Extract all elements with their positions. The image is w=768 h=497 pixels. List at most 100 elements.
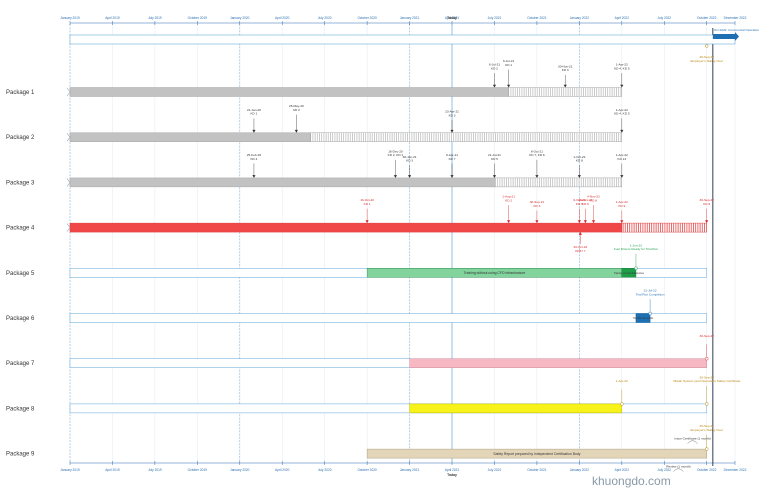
tick-label-top: January 2022 — [570, 16, 590, 20]
tick-label-bottom: April 2021 — [445, 468, 460, 472]
milestone-label: KD 7, KD 6 — [529, 153, 545, 157]
milestone-arrow — [393, 175, 398, 178]
package-label: Package 9 — [6, 452, 35, 458]
milestone-label: KD 8 — [576, 159, 583, 163]
milestone-label: 1-Apr-22 — [616, 63, 628, 67]
tick-label-top: December 2022 — [724, 16, 747, 20]
tick-label-bottom: July 2020 — [318, 468, 332, 472]
milestone-label: 1-Apr-22 — [616, 108, 628, 112]
milestone-arrow — [620, 175, 624, 178]
milestone-label: 19-Oct-22 — [578, 198, 592, 202]
tick-label-bottom: July 2022 — [657, 468, 671, 472]
milestone-dot — [634, 266, 638, 271]
tick-label-top: April 2021 — [445, 16, 460, 20]
milestone-label: KD 3 — [449, 113, 456, 117]
milestone-arrow — [535, 175, 539, 178]
milestone-arrow-below — [578, 232, 582, 235]
milestone-arrow — [492, 175, 497, 178]
milestone-arrow — [563, 84, 567, 88]
today-label-bottom: Today — [447, 473, 457, 477]
milestone-arrow — [294, 129, 298, 133]
bars-layer — [69, 32, 739, 459]
milestone-label: 30-Sep-21 — [530, 200, 545, 204]
milestone-dot — [620, 402, 624, 406]
milestone-label: 6-Jul-21 — [503, 59, 514, 63]
package-label: Package 7 — [6, 361, 35, 367]
milestone-label: KD 2, KD 1 — [388, 153, 404, 157]
milestone-arrow — [620, 220, 624, 224]
milestone-arrow — [535, 220, 539, 224]
tick-label-bottom: December 2022 — [724, 468, 747, 472]
task-bar — [409, 358, 707, 368]
task-bar — [310, 132, 623, 142]
milestone-label: 21-Jul-21 — [488, 153, 501, 157]
tick-label-bottom: October 2022 — [697, 468, 717, 472]
note-dot — [705, 44, 709, 48]
tick-label-bottom: April 2019 — [105, 468, 120, 472]
tick-label-top: October 2021 — [527, 16, 547, 20]
extra-note-label: Issue Certificate (1 month) — [674, 437, 710, 441]
milestone-label: 30-Nov-21 — [558, 64, 573, 68]
milestone-label: KD 3 — [533, 204, 540, 208]
task-bar-label: Training on new infrastructure — [614, 272, 645, 275]
milestone-label: KD 4 — [250, 157, 257, 161]
tick-label-top: October 2020 — [357, 16, 377, 20]
milestone-arrow — [252, 175, 256, 178]
milestone-label: 1-Apr-22 — [616, 200, 628, 204]
tick-label-bottom: April 2022 — [615, 468, 630, 472]
milestone-arrow — [620, 129, 624, 133]
row-chevron — [66, 133, 71, 142]
milestone-arrow — [252, 129, 256, 133]
milestone-label: 30-Sep-22 — [699, 424, 714, 428]
tick-label-bottom: January 2022 — [570, 468, 590, 472]
tick-label-top: April 2020 — [275, 16, 290, 20]
tick-label-bottom: October 2020 — [357, 468, 377, 472]
tick-label-top: April 2022 — [615, 16, 630, 20]
row-chevron — [66, 178, 71, 187]
tick-label-top: July 2020 — [318, 16, 332, 20]
tick-label-bottom: October 2021 — [527, 468, 547, 472]
milestone-label: 30-Jan-21 — [403, 155, 417, 159]
package-label: Package 4 — [6, 226, 35, 232]
milestone-label: 1-Jun-22 — [630, 243, 642, 247]
labels-layer: January 2019 January 2019 April 2019 April … — [6, 16, 759, 477]
milestone-arrow — [407, 175, 412, 178]
milestone-label: KD 9 — [703, 202, 710, 206]
milestone-label: 6-Jul-21 — [489, 63, 500, 67]
task-bar — [621, 222, 707, 233]
row-chevron — [66, 87, 71, 97]
milestone-label: 9-Apr-21 — [446, 153, 458, 157]
summary-bar — [69, 34, 736, 45]
package-label: Package 1 — [6, 90, 35, 96]
milestone-arrow — [577, 175, 581, 178]
milestone-label-below: 20-Oct-22 — [573, 245, 587, 249]
milestone-label: Obtain System (and Operation) Safety Cer… — [673, 379, 741, 383]
extra-note-label: Employer's Taking Over — [690, 59, 723, 63]
row-chevron — [66, 223, 71, 232]
grid-layer — [69, 21, 736, 466]
task-bar — [69, 87, 509, 97]
milestone-arrow — [507, 220, 511, 224]
note-brace — [673, 468, 684, 472]
milestone-label: KD 5 — [491, 157, 498, 161]
milestone-label: KD 7 — [449, 157, 456, 161]
milestone-label: 25-Feb-20 — [247, 153, 262, 157]
tick-label-bottom: July 2021 — [488, 468, 502, 472]
milestone-label: KD 1 — [364, 202, 371, 206]
operation-arrow — [735, 32, 739, 41]
task-bar — [621, 268, 637, 278]
milestone-label: 6-Oct-22 — [573, 198, 585, 202]
milestone-arrow — [450, 175, 454, 178]
tick-label-top: January 2019 — [60, 16, 80, 20]
today-label-top: Today — [447, 16, 457, 20]
tick-label-top: July 2022 — [657, 16, 671, 20]
task-bar — [635, 313, 651, 323]
milestone-label: KD 3 — [562, 68, 569, 72]
tick-label-bottom: January 2020 — [230, 468, 250, 472]
milestone-dot — [704, 447, 709, 451]
milestone-arrow — [705, 220, 709, 224]
milestone-arrow — [620, 84, 624, 88]
package-label: Package 3 — [6, 180, 35, 186]
milestone-arrow — [591, 220, 596, 224]
milestone-label: Trial Run Completion — [636, 292, 665, 296]
